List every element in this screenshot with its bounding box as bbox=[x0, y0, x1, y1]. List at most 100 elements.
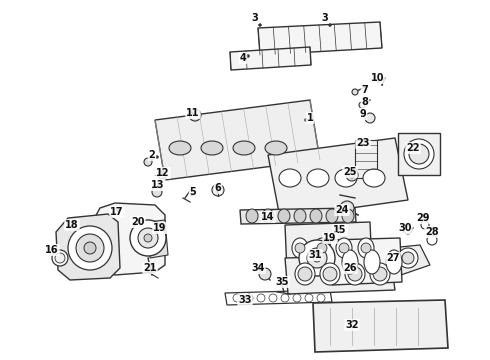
Ellipse shape bbox=[342, 250, 358, 274]
Text: 4: 4 bbox=[240, 53, 246, 63]
Circle shape bbox=[157, 183, 161, 185]
Circle shape bbox=[299, 240, 335, 276]
Ellipse shape bbox=[336, 238, 352, 258]
Circle shape bbox=[307, 248, 327, 268]
Polygon shape bbox=[390, 245, 430, 278]
Circle shape bbox=[390, 255, 392, 257]
Polygon shape bbox=[155, 100, 320, 180]
Circle shape bbox=[361, 144, 364, 147]
Ellipse shape bbox=[320, 263, 340, 285]
Ellipse shape bbox=[278, 209, 290, 223]
Text: 12: 12 bbox=[156, 168, 170, 178]
Circle shape bbox=[191, 112, 194, 114]
Circle shape bbox=[421, 221, 429, 229]
Circle shape bbox=[373, 267, 387, 281]
Circle shape bbox=[117, 208, 120, 211]
Circle shape bbox=[246, 54, 249, 58]
Ellipse shape bbox=[295, 263, 315, 285]
Ellipse shape bbox=[294, 209, 306, 223]
Circle shape bbox=[259, 268, 271, 280]
Circle shape bbox=[422, 215, 425, 217]
Ellipse shape bbox=[169, 141, 191, 155]
Ellipse shape bbox=[326, 209, 338, 223]
Circle shape bbox=[323, 267, 337, 281]
Text: 21: 21 bbox=[143, 263, 157, 273]
Ellipse shape bbox=[314, 238, 330, 258]
Circle shape bbox=[431, 226, 434, 230]
Circle shape bbox=[409, 144, 429, 164]
Ellipse shape bbox=[358, 238, 374, 258]
Text: 14: 14 bbox=[261, 212, 275, 222]
Polygon shape bbox=[313, 300, 448, 352]
Ellipse shape bbox=[265, 141, 287, 155]
Circle shape bbox=[130, 220, 166, 256]
Circle shape bbox=[346, 169, 358, 181]
Ellipse shape bbox=[307, 169, 329, 187]
Text: 10: 10 bbox=[371, 73, 385, 83]
Polygon shape bbox=[330, 238, 402, 285]
Text: 29: 29 bbox=[416, 213, 430, 223]
Ellipse shape bbox=[246, 209, 258, 223]
Circle shape bbox=[245, 294, 253, 302]
Circle shape bbox=[269, 294, 277, 302]
Circle shape bbox=[298, 267, 312, 281]
Text: 31: 31 bbox=[308, 250, 322, 260]
Ellipse shape bbox=[201, 141, 223, 155]
Ellipse shape bbox=[292, 238, 308, 258]
Circle shape bbox=[352, 89, 358, 95]
Text: 8: 8 bbox=[362, 97, 368, 107]
Circle shape bbox=[359, 102, 365, 108]
Text: 17: 17 bbox=[110, 207, 124, 217]
Text: 32: 32 bbox=[345, 320, 359, 330]
Ellipse shape bbox=[310, 209, 322, 223]
Circle shape bbox=[259, 23, 262, 27]
Ellipse shape bbox=[364, 250, 380, 274]
Text: 19: 19 bbox=[323, 233, 337, 243]
Circle shape bbox=[315, 252, 318, 255]
Circle shape bbox=[137, 219, 140, 221]
Circle shape bbox=[351, 168, 354, 171]
Text: 18: 18 bbox=[65, 220, 79, 230]
Bar bbox=[398, 133, 440, 175]
Circle shape bbox=[76, 234, 104, 262]
Ellipse shape bbox=[262, 209, 274, 223]
Circle shape bbox=[326, 238, 329, 242]
Circle shape bbox=[53, 251, 56, 253]
Circle shape bbox=[212, 184, 224, 196]
Circle shape bbox=[405, 225, 408, 228]
Circle shape bbox=[72, 221, 74, 225]
Text: 19: 19 bbox=[153, 223, 167, 233]
Circle shape bbox=[280, 279, 284, 282]
Circle shape bbox=[295, 243, 305, 253]
Circle shape bbox=[259, 265, 262, 267]
Polygon shape bbox=[240, 208, 356, 224]
Polygon shape bbox=[268, 138, 408, 218]
Text: 3: 3 bbox=[252, 13, 258, 23]
Circle shape bbox=[161, 171, 164, 174]
Circle shape bbox=[269, 213, 271, 216]
Circle shape bbox=[409, 148, 412, 152]
Text: 5: 5 bbox=[190, 187, 196, 197]
Text: 35: 35 bbox=[275, 277, 289, 287]
Text: 28: 28 bbox=[425, 227, 439, 237]
Circle shape bbox=[337, 226, 340, 230]
Text: 22: 22 bbox=[406, 143, 420, 153]
Text: 1: 1 bbox=[307, 113, 314, 123]
Circle shape bbox=[216, 190, 219, 194]
Polygon shape bbox=[230, 47, 311, 70]
Circle shape bbox=[339, 243, 349, 253]
Polygon shape bbox=[56, 214, 120, 280]
Text: 33: 33 bbox=[238, 295, 252, 305]
Text: 27: 27 bbox=[386, 253, 400, 263]
Polygon shape bbox=[285, 255, 395, 294]
Circle shape bbox=[144, 234, 152, 242]
Ellipse shape bbox=[386, 250, 402, 274]
Circle shape bbox=[233, 294, 241, 302]
Text: 20: 20 bbox=[131, 217, 145, 227]
Text: 15: 15 bbox=[333, 225, 347, 235]
Polygon shape bbox=[258, 22, 382, 55]
Text: 3: 3 bbox=[321, 13, 328, 23]
Circle shape bbox=[349, 172, 355, 178]
Text: 11: 11 bbox=[186, 108, 200, 118]
Ellipse shape bbox=[335, 169, 357, 187]
